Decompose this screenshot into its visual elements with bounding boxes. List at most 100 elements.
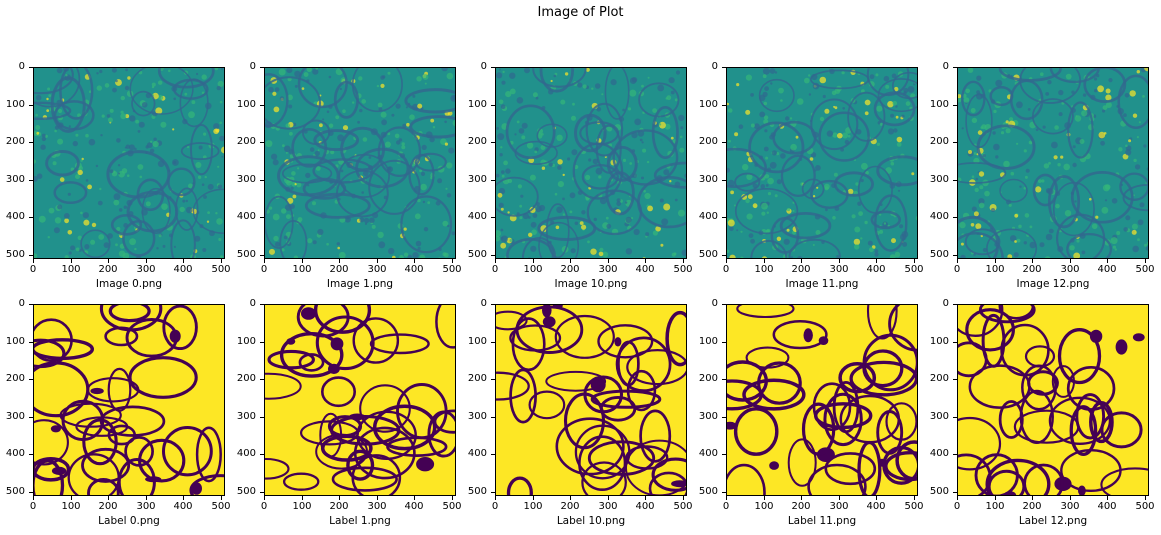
y-tick-label: 500 bbox=[467, 486, 487, 497]
x-tick-mark bbox=[533, 259, 534, 263]
x-tick-mark bbox=[414, 259, 415, 263]
y-tick-label: 200 bbox=[698, 373, 718, 384]
x-tick-mark bbox=[1070, 259, 1071, 263]
x-tick-mark bbox=[1107, 496, 1108, 500]
y-tick-label: 400 bbox=[698, 448, 718, 459]
x-tick-mark bbox=[302, 259, 303, 263]
image-caption: Image 1.png bbox=[326, 278, 394, 290]
x-tick-label: 100 bbox=[523, 501, 543, 512]
y-tick-mark bbox=[29, 180, 33, 181]
segmentation-label-image bbox=[264, 304, 456, 496]
y-tick-mark bbox=[491, 180, 495, 181]
x-tick-label: 100 bbox=[61, 501, 81, 512]
x-tick-mark bbox=[839, 259, 840, 263]
x-tick-label: 0 bbox=[29, 264, 37, 275]
y-tick-mark bbox=[953, 67, 957, 68]
x-tick-mark bbox=[452, 496, 453, 500]
x-tick-mark bbox=[839, 496, 840, 500]
y-tick-mark bbox=[29, 492, 33, 493]
label-caption: Label 12.png bbox=[1018, 515, 1088, 527]
x-tick-mark bbox=[683, 259, 684, 263]
x-tick-mark bbox=[570, 259, 571, 263]
y-tick-label: 500 bbox=[5, 249, 25, 260]
x-tick-mark bbox=[764, 496, 765, 500]
x-tick-label: 500 bbox=[904, 501, 924, 512]
x-tick-label: 200 bbox=[1022, 264, 1042, 275]
x-tick-label: 300 bbox=[598, 264, 618, 275]
x-tick-label: 300 bbox=[367, 501, 387, 512]
x-tick-label: 400 bbox=[866, 501, 886, 512]
x-tick-mark bbox=[71, 259, 72, 263]
y-tick-mark bbox=[722, 492, 726, 493]
x-tick-label: 400 bbox=[635, 264, 655, 275]
y-tick-mark bbox=[491, 217, 495, 218]
y-tick-label: 200 bbox=[5, 136, 25, 147]
x-tick-label: 200 bbox=[560, 501, 580, 512]
y-tick-label: 400 bbox=[698, 211, 718, 222]
x-tick-mark bbox=[957, 496, 958, 500]
y-tick-label: 400 bbox=[5, 211, 25, 222]
y-tick-label: 0 bbox=[711, 298, 718, 309]
x-tick-label: 400 bbox=[866, 264, 886, 275]
x-tick-label: 200 bbox=[329, 264, 349, 275]
x-tick-label: 400 bbox=[173, 264, 193, 275]
x-tick-label: 500 bbox=[673, 501, 693, 512]
y-tick-mark bbox=[491, 255, 495, 256]
y-tick-label: 300 bbox=[698, 174, 718, 185]
y-tick-mark bbox=[29, 379, 33, 380]
x-tick-label: 400 bbox=[1097, 501, 1117, 512]
x-tick-label: 400 bbox=[173, 501, 193, 512]
y-tick-mark bbox=[953, 492, 957, 493]
x-tick-label: 200 bbox=[791, 264, 811, 275]
x-tick-mark bbox=[726, 496, 727, 500]
y-tick-mark bbox=[29, 417, 33, 418]
x-tick-mark bbox=[1032, 259, 1033, 263]
x-tick-label: 100 bbox=[985, 264, 1005, 275]
y-tick-mark bbox=[722, 342, 726, 343]
segmentation-label-image bbox=[33, 304, 225, 496]
y-tick-mark bbox=[722, 67, 726, 68]
x-tick-label: 500 bbox=[673, 264, 693, 275]
y-tick-mark bbox=[491, 417, 495, 418]
figure-title: Image of Plot bbox=[537, 5, 624, 20]
x-tick-mark bbox=[1032, 496, 1033, 500]
x-tick-label: 500 bbox=[1135, 501, 1155, 512]
y-tick-mark bbox=[29, 217, 33, 218]
y-tick-label: 100 bbox=[236, 99, 256, 110]
y-tick-label: 200 bbox=[5, 373, 25, 384]
y-tick-label: 500 bbox=[698, 486, 718, 497]
y-tick-label: 200 bbox=[467, 136, 487, 147]
y-tick-mark bbox=[491, 142, 495, 143]
y-tick-label: 400 bbox=[467, 211, 487, 222]
y-tick-mark bbox=[260, 454, 264, 455]
y-tick-mark bbox=[953, 417, 957, 418]
x-tick-mark bbox=[683, 496, 684, 500]
label-caption: Label 0.png bbox=[98, 515, 160, 527]
y-tick-label: 100 bbox=[236, 336, 256, 347]
x-tick-mark bbox=[264, 259, 265, 263]
x-tick-mark bbox=[645, 496, 646, 500]
y-tick-label: 400 bbox=[467, 448, 487, 459]
x-tick-label: 400 bbox=[635, 501, 655, 512]
x-tick-label: 200 bbox=[1022, 501, 1042, 512]
x-tick-label: 400 bbox=[404, 501, 424, 512]
x-tick-label: 300 bbox=[829, 501, 849, 512]
y-tick-mark bbox=[260, 180, 264, 181]
y-tick-mark bbox=[491, 105, 495, 106]
x-tick-label: 0 bbox=[491, 264, 499, 275]
y-tick-label: 100 bbox=[467, 336, 487, 347]
x-tick-label: 100 bbox=[985, 501, 1005, 512]
x-tick-label: 0 bbox=[29, 501, 37, 512]
microscopy-image bbox=[264, 67, 456, 259]
y-tick-label: 500 bbox=[236, 486, 256, 497]
y-tick-label: 100 bbox=[467, 99, 487, 110]
x-tick-label: 500 bbox=[1135, 264, 1155, 275]
x-tick-mark bbox=[183, 496, 184, 500]
x-tick-label: 500 bbox=[442, 264, 462, 275]
x-tick-label: 500 bbox=[442, 501, 462, 512]
x-tick-mark bbox=[33, 496, 34, 500]
x-tick-mark bbox=[995, 259, 996, 263]
x-tick-label: 500 bbox=[904, 264, 924, 275]
y-tick-label: 0 bbox=[480, 61, 487, 72]
y-tick-label: 200 bbox=[467, 373, 487, 384]
